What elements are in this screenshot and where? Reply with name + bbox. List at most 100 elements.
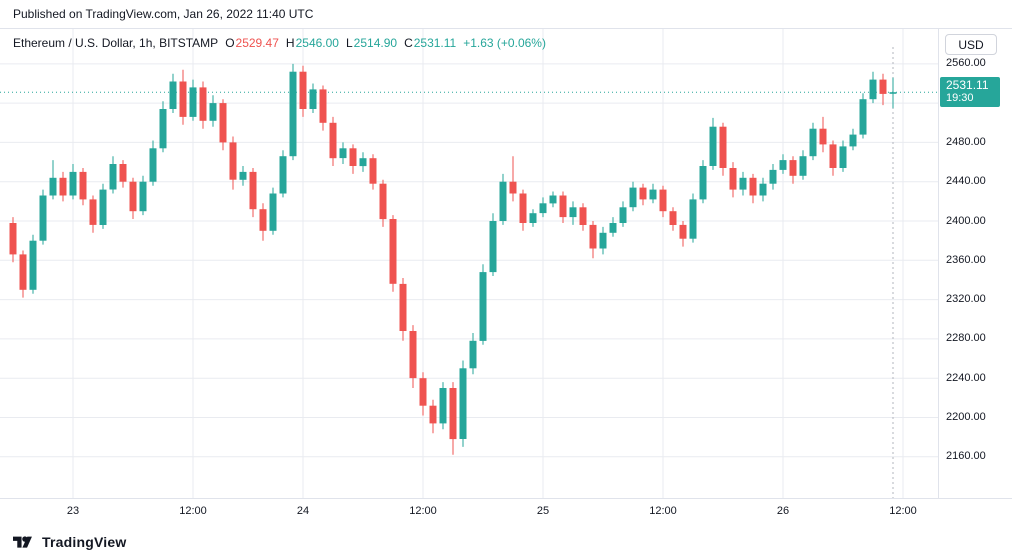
candle: [9, 217, 17, 263]
candle: [709, 117, 717, 170]
time-axis-label: 12:00: [649, 505, 677, 517]
candle: [449, 382, 457, 455]
price-axis[interactable]: USD 2560.00 2480.00 2440.00 2400.00 2360.00 2…: [938, 29, 1012, 498]
ohlc-value: 2514.90: [353, 36, 398, 50]
candle: [519, 189, 527, 231]
candle: [69, 164, 77, 200]
candle: [849, 128, 857, 151]
candle: [719, 122, 727, 176]
candle: [129, 177, 137, 219]
time-axis[interactable]: 23 12:00 24 12:00 25 12:00 26 12:00: [0, 498, 1012, 526]
candle: [479, 264, 487, 345]
candle: [569, 201, 577, 225]
candle: [59, 171, 67, 202]
candle: [699, 160, 707, 204]
time-axis-label: 24: [296, 505, 310, 517]
ohlc-value: 2529.47: [235, 36, 279, 50]
candle: [469, 333, 477, 375]
price-axis-label: 2560.00: [946, 57, 986, 70]
last-price-badge: 2531.11 19:30: [940, 77, 1000, 108]
candle: [169, 73, 177, 113]
candlestick-chart[interactable]: [0, 29, 938, 498]
candle: [229, 136, 237, 190]
candle: [379, 179, 387, 227]
candle: [829, 140, 837, 176]
candle: [269, 187, 277, 235]
candle: [29, 234, 37, 294]
candle: [459, 360, 467, 447]
price-axis-label: 2400.00: [946, 214, 986, 227]
candle: [299, 65, 307, 117]
candle: [309, 83, 317, 113]
candle: [729, 162, 737, 198]
candle: [289, 63, 297, 161]
price-axis-label: 2200.00: [946, 411, 986, 423]
candle: [109, 156, 117, 194]
chart-legend: Ethereum / U.S. Dollar, 1h, BITSTAMP O25…: [13, 36, 546, 50]
candle: [779, 154, 787, 174]
candle: [759, 177, 767, 202]
change-value: +1.63 (+0.06%): [463, 36, 546, 50]
candle: [799, 150, 807, 180]
ohlc-letter: L: [345, 36, 353, 50]
candle: [249, 168, 257, 218]
price-axis-label: 2280.00: [946, 332, 986, 345]
candle: [559, 191, 567, 223]
candle: [209, 95, 217, 127]
ohlc-letter: C: [404, 36, 413, 50]
candle: [399, 278, 407, 341]
price-axis-label: 2320.00: [946, 293, 986, 306]
ohlc-value: 2546.00: [295, 36, 339, 50]
candle: [149, 140, 157, 186]
ohlc-value: 2531.11: [413, 36, 457, 50]
last-price-value: 2531.11: [946, 78, 989, 93]
candle: [549, 191, 557, 208]
candle: [809, 122, 817, 161]
candle: [839, 140, 847, 172]
candle: [39, 189, 47, 245]
candle: [589, 221, 597, 259]
candle: [369, 154, 377, 190]
candle: [339, 142, 347, 164]
time-axis-label: 12:00: [889, 505, 917, 517]
candle: [319, 85, 327, 131]
candle: [429, 399, 437, 434]
candle: [259, 203, 267, 241]
candle: [419, 372, 427, 416]
usd-currency-button[interactable]: USD: [945, 34, 997, 55]
symbol-title[interactable]: Ethereum / U.S. Dollar, 1h, BITSTAMP: [13, 36, 219, 50]
candle: [769, 164, 777, 190]
candle: [89, 195, 97, 233]
ohlc-letter: O: [225, 36, 235, 50]
candle: [219, 99, 227, 151]
candle: [389, 215, 397, 292]
candle: [679, 221, 687, 247]
candle: [49, 160, 57, 200]
candle: [139, 175, 147, 216]
candle: [659, 185, 667, 218]
candle: [639, 183, 647, 206]
candle: [869, 71, 877, 104]
candle: [859, 93, 867, 139]
candle: [359, 152, 367, 172]
candle: [19, 250, 27, 298]
candle: [409, 325, 417, 388]
candle: [159, 101, 167, 153]
candle: [199, 81, 207, 129]
candle: [489, 213, 497, 276]
price-axis-label: 2240.00: [946, 371, 986, 384]
time-axis-label: 23: [66, 505, 80, 517]
candle: [599, 226, 607, 255]
price-axis-label: 2160.00: [946, 450, 986, 463]
time-axis-label: 12:00: [409, 505, 437, 517]
candle: [669, 207, 677, 231]
price-axis-label: 2360.00: [946, 253, 986, 266]
candle: [789, 156, 797, 184]
candle: [179, 69, 187, 125]
candle: [609, 217, 617, 237]
candle: [629, 181, 637, 212]
candle: [649, 183, 657, 204]
chart-widget: Ethereum / U.S. Dollar, 1h, BITSTAMP O25…: [0, 28, 1012, 526]
candle: [189, 79, 197, 121]
time-axis-label: 25: [536, 505, 550, 517]
